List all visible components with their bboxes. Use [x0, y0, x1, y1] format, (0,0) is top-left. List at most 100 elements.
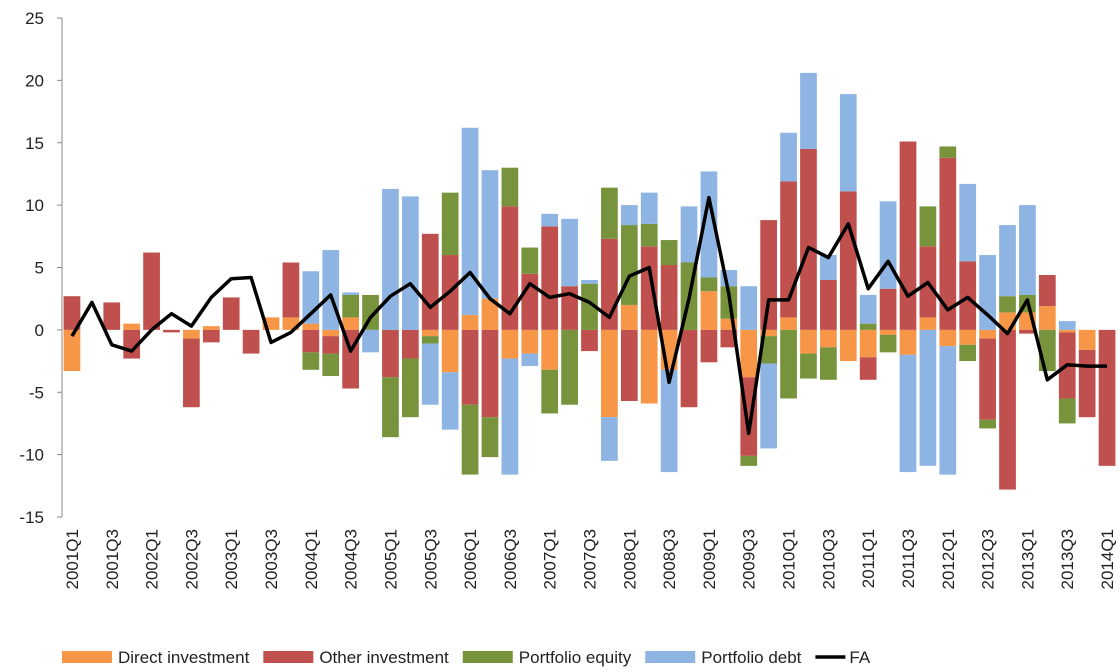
bar	[760, 336, 778, 364]
bar	[561, 329, 578, 405]
bar	[183, 329, 200, 339]
bar	[1098, 329, 1116, 466]
bar	[322, 336, 340, 354]
legend-label: Portfolio equity	[519, 648, 632, 667]
bar	[760, 329, 778, 337]
bar	[521, 247, 539, 274]
bar	[541, 213, 559, 227]
bar	[421, 343, 439, 405]
bar	[820, 255, 837, 280]
bar	[302, 352, 320, 370]
bar	[322, 329, 340, 337]
bar	[959, 261, 977, 330]
bar	[879, 201, 897, 289]
y-tick-label: 15	[25, 134, 44, 153]
x-tick-label: 2005Q1	[381, 529, 400, 590]
legend-marker	[645, 651, 696, 663]
bar	[342, 292, 359, 295]
bar	[123, 323, 141, 330]
x-tick-label: 2001Q1	[63, 529, 82, 590]
bar	[1038, 306, 1056, 330]
legend-label: Portfolio debt	[701, 648, 801, 667]
bar	[899, 354, 917, 473]
bar	[780, 132, 797, 182]
bar	[939, 146, 957, 158]
bar	[461, 404, 479, 475]
bar	[322, 250, 340, 330]
bar	[401, 358, 419, 418]
y-tick-label: -10	[19, 446, 44, 465]
bar	[919, 317, 937, 330]
x-tick-label: 2002Q3	[182, 529, 201, 590]
bar	[222, 297, 240, 330]
bar	[103, 302, 121, 330]
bar	[481, 170, 499, 299]
bar	[63, 329, 81, 372]
bar	[859, 294, 877, 324]
y-tick-label: 20	[25, 71, 44, 90]
bar	[780, 329, 797, 399]
bar	[461, 329, 479, 405]
legend-label: FA	[849, 648, 870, 667]
bar	[242, 329, 260, 354]
bar	[720, 318, 738, 330]
bar	[202, 326, 220, 330]
bar	[760, 220, 778, 330]
bar	[800, 329, 817, 354]
bar	[800, 148, 817, 330]
bar	[740, 455, 758, 466]
x-tick-label: 2002Q1	[143, 529, 162, 590]
bar	[501, 358, 519, 475]
bar	[899, 141, 917, 330]
legend-label: Direct investment	[118, 648, 250, 667]
bar	[143, 252, 160, 330]
x-tick-label: 2007Q1	[541, 529, 560, 590]
bar	[620, 304, 638, 330]
bar	[481, 417, 499, 458]
bar	[660, 265, 678, 330]
x-tick-label: 2010Q3	[819, 529, 838, 590]
bar	[999, 329, 1016, 490]
bar	[660, 240, 678, 266]
bar	[939, 346, 957, 475]
x-tick-label: 2012Q3	[979, 529, 998, 590]
x-tick-label: 2009Q3	[740, 529, 759, 590]
bar	[780, 181, 797, 318]
bar	[700, 277, 718, 292]
y-tick-label: -5	[29, 383, 44, 402]
x-tick-label: 2013Q3	[1058, 529, 1077, 590]
x-tick-label: 2014Q1	[1098, 529, 1117, 590]
bar	[740, 286, 758, 330]
bar	[501, 206, 519, 330]
bar	[202, 329, 220, 343]
bar	[302, 323, 320, 330]
bar	[979, 338, 996, 420]
legend-marker	[62, 651, 112, 663]
bar	[859, 323, 877, 330]
bar	[760, 363, 778, 449]
x-tick-label: 2012Q1	[939, 529, 958, 590]
x-tick-label: 2006Q1	[461, 529, 480, 590]
y-tick-label: 25	[25, 9, 44, 28]
bar	[501, 167, 519, 207]
bar	[541, 329, 559, 370]
y-tick-label: 0	[35, 321, 44, 340]
bar	[382, 377, 399, 438]
x-tick-label: 2003Q3	[262, 529, 281, 590]
bar	[620, 329, 638, 401]
bar	[282, 262, 300, 318]
bar	[521, 329, 539, 354]
legend-label: Other investment	[319, 648, 449, 667]
bar	[780, 317, 797, 330]
bar	[581, 329, 598, 352]
x-tick-label: 2009Q1	[700, 529, 719, 590]
bar	[959, 183, 977, 262]
bar	[839, 94, 857, 192]
bar	[541, 369, 559, 414]
bar	[382, 188, 399, 330]
bar	[1078, 349, 1096, 418]
x-tick-label: 2006Q3	[501, 529, 520, 590]
bar	[1019, 205, 1036, 295]
bar	[959, 344, 977, 362]
